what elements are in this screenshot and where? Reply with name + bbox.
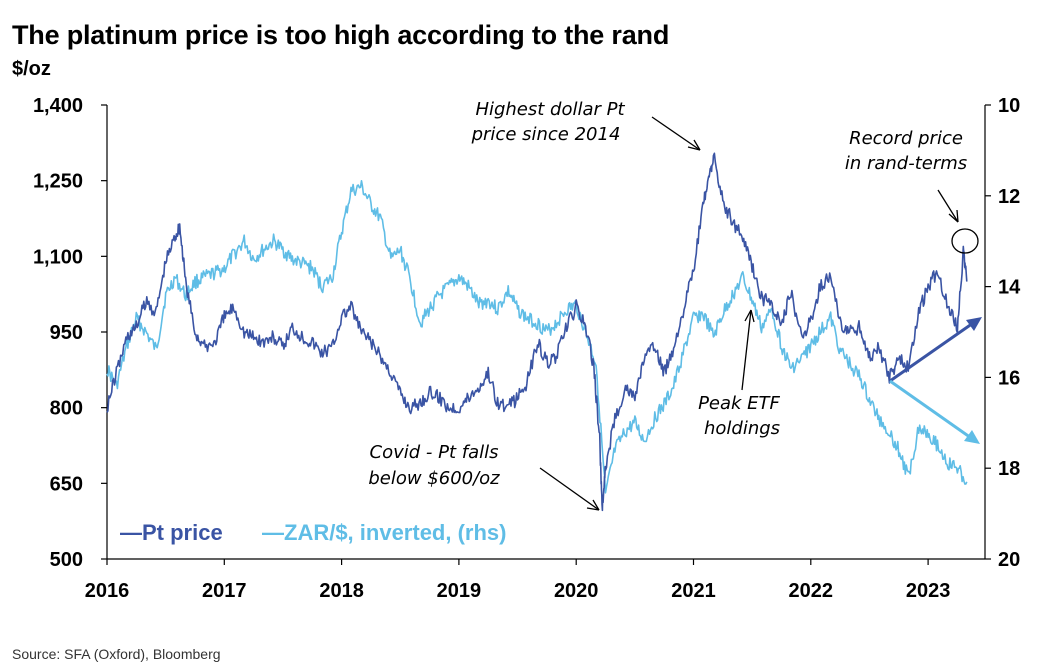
annotation-covid: Covid - Pt falls below $600/oz xyxy=(368,442,600,511)
right-tick-label: 12 xyxy=(998,186,1020,208)
annotation-etf-arrowhead xyxy=(744,309,755,323)
zar-trend-arrowhead xyxy=(964,430,980,444)
left-tick-label: 800 xyxy=(50,398,83,420)
divergence-arrows xyxy=(889,317,982,444)
annotation-etf-line-2: holdings xyxy=(704,418,780,439)
annotation-covid-line-2: below $600/oz xyxy=(368,468,500,489)
right-tick-label: 16 xyxy=(998,367,1020,389)
x-tick-label: 2023 xyxy=(906,580,951,602)
series-zar xyxy=(106,180,968,494)
right-tick-label: 18 xyxy=(998,458,1020,480)
x-tick-label: 2018 xyxy=(319,580,364,602)
series-line-pt xyxy=(106,152,968,512)
x-tick-label: 2020 xyxy=(554,580,599,602)
annotation-covid-arrowhead xyxy=(586,499,600,511)
chart-title: The platinum price is too high according… xyxy=(12,20,670,50)
annotation-highest-line-2: price since 2014 xyxy=(471,124,621,145)
annotation-highest-dollar-pt: Highest dollar Pt price since 2014 xyxy=(471,99,701,151)
left-tick-label: 1,250 xyxy=(33,171,83,193)
left-tick-label: 1,400 xyxy=(33,95,83,117)
annotation-record-arrowhead xyxy=(948,209,959,223)
annotation-highest-arrowhead xyxy=(687,139,701,151)
pt-trend-arrowhead xyxy=(966,317,982,331)
annotation-highest-line-1: Highest dollar Pt xyxy=(475,99,625,120)
left-tick-label: 950 xyxy=(50,322,83,344)
left-tick-label: 500 xyxy=(50,549,83,571)
x-tick-label: 2021 xyxy=(671,580,716,602)
right-tick-label: 14 xyxy=(998,277,1021,299)
annotation-highest-arrow xyxy=(651,116,701,151)
annotation-covid-arrow xyxy=(539,467,600,511)
annotation-peak-etf: Peak ETF holdings xyxy=(698,309,781,439)
annotation-record-arrow xyxy=(937,189,959,223)
annotation-etf-line-1: Peak ETF xyxy=(698,393,780,414)
annotation-record-circle xyxy=(951,228,979,254)
x-tick-label: 2019 xyxy=(437,580,482,602)
annotation-record-line-1: Record price xyxy=(849,128,963,149)
right-tick-label: 10 xyxy=(998,95,1020,117)
source-note: Source: SFA (Oxford), Bloomberg xyxy=(12,646,221,662)
left-tick-label: 1,100 xyxy=(33,246,83,268)
pt-trend-arrow xyxy=(889,319,977,383)
axes: 1,4001,2501,1009508006505001012141618202… xyxy=(33,95,1021,602)
annotation-record-rand: Record price in rand-terms xyxy=(845,128,979,254)
zar-trend-arrow xyxy=(889,379,975,442)
x-tick-label: 2017 xyxy=(202,580,247,602)
x-tick-label: 2016 xyxy=(85,580,130,602)
annotation-record-line-2: in rand-terms xyxy=(845,153,967,174)
legend: —Pt price —ZAR/$, inverted, (rhs) xyxy=(120,520,506,545)
legend-zar: —ZAR/$, inverted, (rhs) xyxy=(262,520,506,545)
right-tick-label: 20 xyxy=(998,549,1020,571)
left-axis-unit: $/oz xyxy=(12,58,51,80)
legend-pt-price: —Pt price xyxy=(120,520,223,545)
annotation-etf-arrow xyxy=(741,309,752,391)
x-tick-label: 2022 xyxy=(789,580,834,602)
annotation-covid-line-1: Covid - Pt falls xyxy=(370,442,499,463)
series-pt xyxy=(106,152,968,512)
left-tick-label: 650 xyxy=(50,473,83,495)
series-line-zar xyxy=(106,180,968,494)
